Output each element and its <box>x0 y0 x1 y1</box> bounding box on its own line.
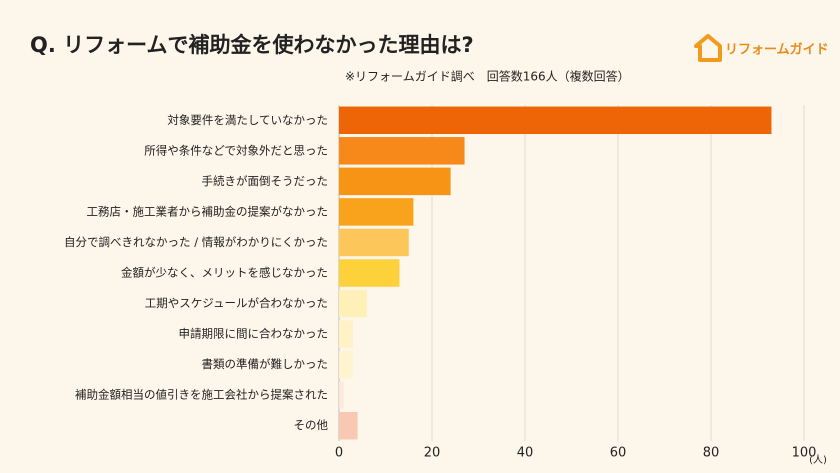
y-tick-label: 書類の準備が難しかった <box>202 357 329 371</box>
y-tick-label: 所得や条件などで対象外だと思った <box>144 143 328 157</box>
bar <box>339 106 772 135</box>
x-tick-label: 80 <box>703 446 720 461</box>
bar <box>339 167 451 196</box>
y-tick-label: 工期やスケジュールが合わなかった <box>145 296 328 310</box>
y-tick-label: 補助金額相当の値引きを施工会社から提案された <box>75 388 328 402</box>
x-tick-label: 40 <box>517 446 534 461</box>
bar <box>339 381 344 409</box>
x-axis-unit: (人) <box>809 454 827 466</box>
y-tick-label: 申請期限に間に合わなかった <box>179 327 329 341</box>
y-tick-label: 金額が少なく、メリットを感じなかった <box>121 266 328 280</box>
y-tick-label: 工務店・施工業者から補助金の提案がなかった <box>87 204 329 218</box>
bar <box>339 137 465 165</box>
bar <box>339 228 409 257</box>
x-tick-label: 0 <box>335 446 343 461</box>
logo-icon <box>694 34 722 62</box>
chart-title: Q. リフォームで補助金を使わなかった理由は? <box>30 33 474 57</box>
bar <box>339 320 353 348</box>
x-tick-label: 20 <box>424 446 441 461</box>
logo: リフォームガイド <box>694 34 829 62</box>
bar <box>339 198 414 226</box>
y-tick-label: 手続きが面倒そうだった <box>202 174 329 188</box>
subtitle: ※リフォームガイド調べ 回答数166人（複数回答） <box>345 69 630 84</box>
y-tick-label: 対象要件を満たしていなかった <box>167 113 328 127</box>
logo-text: リフォームガイド <box>725 43 829 58</box>
bar <box>339 411 358 440</box>
bar <box>339 350 353 379</box>
x-tick-label: 60 <box>610 446 627 461</box>
x-tick-label: 100 <box>792 446 817 461</box>
bar <box>339 259 400 287</box>
y-tick-label: その他 <box>294 418 329 432</box>
bar <box>339 289 367 318</box>
y-tick-label: 自分で調べきれなかった / 情報がわかりにくかった <box>64 235 328 249</box>
